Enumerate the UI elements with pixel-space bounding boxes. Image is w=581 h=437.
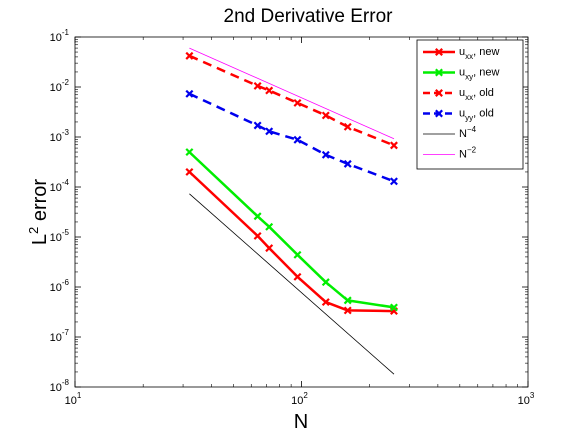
y-tick-label: 10-6 <box>50 278 70 294</box>
data-point-uyy-old <box>253 121 262 130</box>
series-n-2 <box>189 47 395 140</box>
y-tick-label: 10-4 <box>50 178 70 194</box>
data-point-uxy-new <box>185 148 194 157</box>
legend-label: uxy, new <box>459 67 499 82</box>
y-axis-label-main: L <box>29 234 51 245</box>
x-axis-label: N <box>294 411 308 433</box>
legend-entry-uxx-old: uxx, old <box>423 87 494 102</box>
data-point-uxx-new <box>293 272 302 281</box>
y-tick-label: 10-8 <box>50 378 70 394</box>
data-point-uxy-new <box>321 278 330 287</box>
y-axis-label-sup: 2 <box>26 227 41 234</box>
legend-label: uxx, old <box>459 87 494 102</box>
chart-title: 2nd Derivative Error <box>224 6 394 27</box>
data-point-uxx-old <box>293 98 302 107</box>
x-tick-label: 103 <box>518 391 535 407</box>
data-point-uyy-old <box>321 150 330 159</box>
legend: uxx, new uxy, new uxx, old uyy, old N−4 N−2 <box>416 39 524 170</box>
y-tick-label: 10-1 <box>50 28 70 44</box>
y-tick-label: 10-3 <box>50 128 70 144</box>
data-point-uyy-old <box>185 89 194 98</box>
series-line-n-2 <box>189 47 395 140</box>
data-point-uxx-old <box>389 141 398 150</box>
data-point-uxx-old <box>321 111 330 120</box>
data-point-uxy-new <box>253 212 262 221</box>
data-point-uxx-old <box>253 81 262 90</box>
series-uyy-old <box>185 89 398 186</box>
data-point-uxx-new <box>343 306 352 315</box>
data-point-uxy-new <box>389 303 398 312</box>
legend-marker <box>435 109 443 118</box>
data-point-uxx-new <box>321 298 330 307</box>
legend-box <box>416 39 524 170</box>
series-uxy-new <box>185 148 398 312</box>
data-point-uxy-new <box>265 222 274 231</box>
axis-ticks: 101 102 103 10-8 10-7 10-6 10-5 10-4 10-3 10-2 10-… <box>50 28 535 407</box>
legend-marker <box>435 68 443 77</box>
legend-entry-n-4: N−4 <box>423 125 477 140</box>
y-axis-label-rest: error <box>29 179 51 227</box>
x-tick-label: 101 <box>65 391 82 407</box>
y-tick-label: 10-5 <box>50 228 70 244</box>
series-n-4 <box>189 193 395 375</box>
legend-entry-uxy-new: uxy, new <box>423 67 499 82</box>
legend-label: N−2 <box>459 146 477 161</box>
data-point-uxx-new <box>185 167 194 176</box>
series-line-n-4 <box>189 193 395 375</box>
data-point-uxy-new <box>293 250 302 259</box>
legend-label: uyy, old <box>459 108 494 123</box>
y-tick-label: 10-2 <box>50 78 70 94</box>
legend-marker <box>435 48 443 56</box>
legend-entry-uxx-new: uxx, new <box>423 46 499 61</box>
legend-label: N−4 <box>459 125 477 140</box>
series-layer <box>185 47 398 375</box>
series-uxx-old <box>185 51 398 150</box>
data-point-uyy-old <box>293 135 302 144</box>
legend-marker <box>435 89 443 97</box>
legend-entry-uyy-old: uyy, old <box>423 108 494 123</box>
y-axis-label: L2 error <box>26 179 51 245</box>
x-tick-label: 102 <box>291 391 308 407</box>
legend-label: uxx, new <box>459 46 499 61</box>
data-point-uyy-old <box>265 127 274 136</box>
data-point-uxx-old <box>185 51 194 60</box>
data-point-uyy-old <box>389 177 398 186</box>
data-point-uxx-old <box>265 86 274 95</box>
data-point-uxx-old <box>343 122 352 131</box>
data-point-uxy-new <box>343 296 352 305</box>
y-tick-label: 10-7 <box>50 328 70 344</box>
legend-entry-n-2: N−2 <box>423 146 477 161</box>
data-point-uxx-new <box>265 244 274 253</box>
data-point-uxx-new <box>253 231 262 240</box>
data-point-uyy-old <box>343 159 352 168</box>
